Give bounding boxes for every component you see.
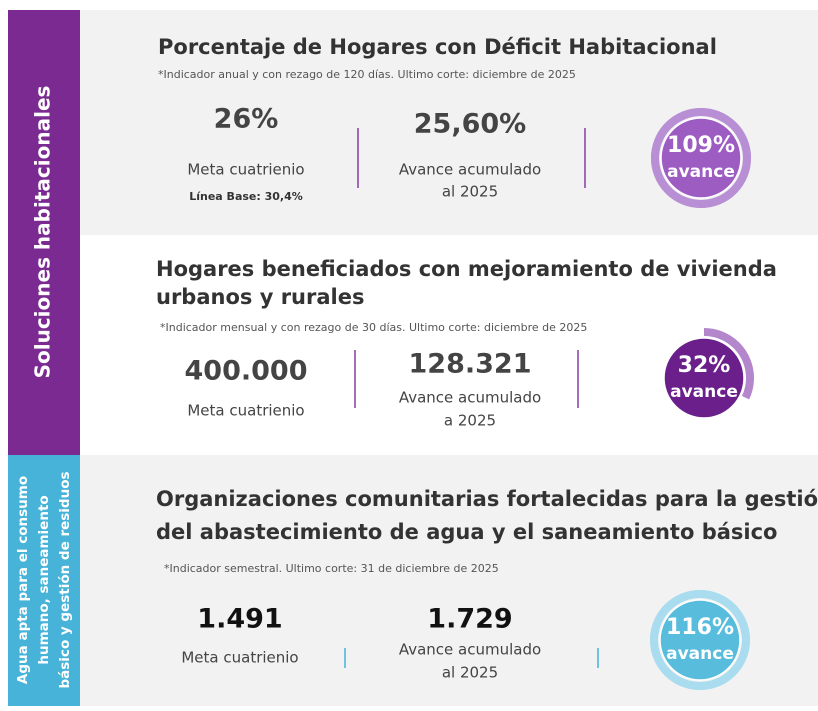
sidebar-band	[8, 455, 80, 706]
progress-arc	[654, 328, 754, 428]
avance-label: Avance acumulado	[399, 161, 541, 179]
meta-value: 26%	[214, 104, 279, 135]
progress-fill	[663, 337, 745, 419]
sidebar-label: humano, saneamiento	[36, 495, 52, 664]
progress-arc	[650, 590, 750, 690]
meta-label: Meta cuatrienio	[187, 402, 304, 420]
indicator-title: Organizaciones comunitarias fortalecidas…	[156, 487, 818, 511]
progress-text: avance	[667, 162, 735, 182]
sidebar-label: Soluciones habitacionales	[31, 86, 55, 379]
indicator-title: urbanos y rurales	[156, 285, 364, 309]
avance-label: Avance acumulado	[399, 389, 541, 407]
indicator-note: *Indicador anual y con rezago de 120 día…	[158, 68, 576, 81]
meta-value: 400.000	[185, 356, 308, 387]
indicator-note: *Indicador semestral. Ultimo corte: 31 d…	[164, 562, 499, 575]
indicator-title: Porcentaje de Hogares con Déficit Habita…	[158, 35, 717, 59]
avance-label: al 2025	[442, 183, 498, 201]
progress-fill	[659, 599, 741, 681]
progress-fill	[660, 117, 742, 199]
progress-arc	[651, 108, 751, 208]
avance-value: 1.729	[427, 604, 512, 635]
avance-label: al 2025	[442, 664, 498, 682]
avance-label: Avance acumulado	[399, 641, 541, 659]
baseline: Línea Base: 30,4%	[189, 190, 303, 203]
progress-text: avance	[670, 382, 738, 402]
avance-label: a 2025	[444, 412, 496, 430]
meta-label: Meta cuatrienio	[181, 649, 298, 667]
progress-text: avance	[666, 644, 734, 664]
progress-label: 32%	[678, 353, 731, 378]
meta-value: 1.491	[197, 604, 282, 635]
indicator-title: Hogares beneficiados con mejoramiento de…	[156, 257, 777, 281]
sidebar-label: Agua apta para el consumo	[15, 476, 31, 684]
progress-label: 116%	[666, 615, 734, 640]
indicator-note: *Indicador mensual y con rezago de 30 dí…	[160, 321, 587, 334]
avance-value: 128.321	[409, 349, 532, 380]
progress-label: 109%	[667, 133, 735, 158]
meta-label: Meta cuatrienio	[187, 161, 304, 179]
sidebar-label: básico y gestión de residuos	[57, 471, 73, 688]
indicator-title: del abastecimiento de agua y el saneamie…	[156, 520, 777, 544]
avance-value: 25,60%	[414, 109, 526, 140]
sidebar-band	[8, 10, 80, 455]
